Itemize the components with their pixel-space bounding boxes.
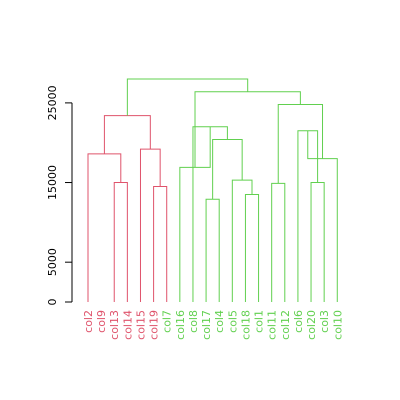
leaf-label-col2: col2 (82, 310, 95, 333)
dendrogram-branch-m16 (277, 103, 324, 184)
dendrogram-branch-m4 (139, 148, 161, 302)
leaf-label-col17: col17 (200, 310, 213, 340)
y-tick-label: 15000 (46, 165, 59, 200)
dendrogram-branches (87, 78, 338, 302)
dendrogram-branch-m14 (307, 130, 338, 302)
dendrogram-branch-m1 (113, 182, 128, 302)
leaf-label-col5: col5 (226, 310, 239, 333)
y-tick-label: 0 (46, 299, 59, 306)
dendrogram-branch-m17 (194, 91, 301, 168)
leaf-label-col16: col16 (174, 310, 187, 340)
dendrogram-branch-m11 (179, 126, 211, 302)
leaf-label-col7: col7 (161, 310, 174, 333)
dendrogram-branch-m18 (126, 78, 249, 116)
leaf-label-col13: col13 (108, 310, 121, 340)
dendrogram-branch-m8 (231, 179, 253, 302)
leaf-label-col19: col19 (148, 310, 161, 340)
y-axis: 0 5000 15000 25000 (46, 85, 73, 306)
leaf-label-col18: col18 (239, 310, 252, 340)
leaf-label-col12: col12 (279, 310, 292, 340)
leaf-label-col20: col20 (305, 310, 318, 340)
leaf-label-col3: col3 (318, 310, 331, 333)
leaf-label-col15: col15 (134, 310, 147, 340)
dendrogram-branch-m7 (244, 193, 260, 302)
leaf-label-col8: col8 (187, 310, 200, 333)
y-tick-label: 5000 (46, 248, 59, 276)
dendrogram-branch-m3 (153, 186, 168, 302)
leaf-label-col11: col11 (266, 310, 279, 340)
dendrogram-branch-m15 (271, 182, 286, 302)
leaf-label-col9: col9 (95, 310, 108, 333)
dendrogram-branch-m6 (205, 198, 220, 302)
dendrogram-branch-m5 (103, 115, 151, 154)
leaf-labels: col2 col9 col13 col14 col15 col19 col7 col16 col… (82, 310, 344, 340)
leaf-label-col4: col4 (213, 310, 226, 333)
leaf-label-col6: col6 (292, 310, 305, 333)
leaf-label-col14: col14 (121, 310, 134, 340)
leaf-label-col1: col1 (253, 310, 266, 333)
dendrogram-branch-m2 (87, 153, 122, 302)
leaf-label-col10: col10 (331, 310, 344, 340)
dendrogram-branch-m12 (310, 182, 325, 302)
y-tick-label: 25000 (46, 85, 59, 120)
dendrogram-branch-m9 (212, 139, 243, 200)
